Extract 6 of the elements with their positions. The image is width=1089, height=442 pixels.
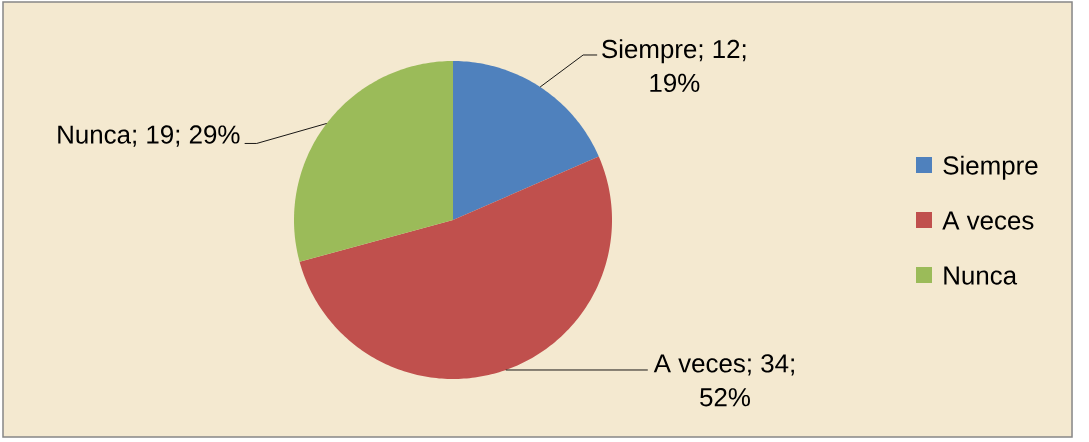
data-label: A veces; 34; 52% [653,354,794,407]
legend-label: Nunca [944,266,1018,285]
data-label: Nunca; 19; 29% [58,125,240,147]
legend-label: A veces [942,211,1034,230]
data-label: Siempre; 12; 19% [602,39,746,93]
legend-label: Siempre [943,155,1038,180]
